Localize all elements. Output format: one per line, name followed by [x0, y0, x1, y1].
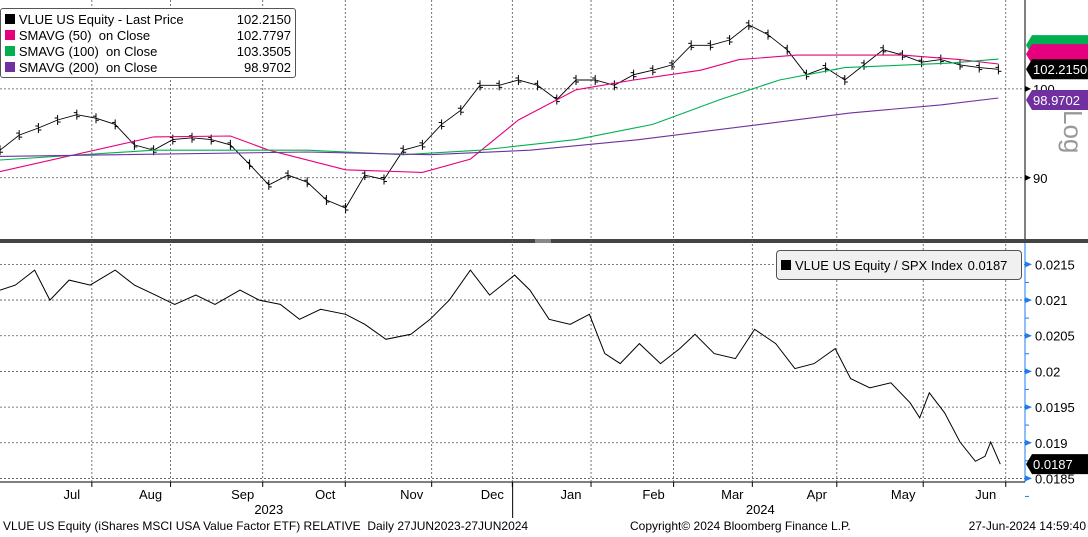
y-tick-label: 0.021 [1035, 293, 1068, 308]
tick-arrow [1025, 261, 1032, 268]
y-tick-label: 0.0185 [1035, 471, 1075, 486]
legend-item-sma50[interactable]: SMAVG (50) on Close 102.7797 [1, 27, 295, 43]
tick-arrow [1025, 439, 1032, 446]
x-month-label: Jul [64, 487, 81, 502]
x-month-label: Jan [561, 487, 582, 502]
y-tick-label: 0.0215 [1035, 257, 1075, 272]
tick-arrow [1025, 368, 1032, 375]
legend-value: 102.2150 [236, 11, 291, 27]
legend-item-price[interactable]: VLUE US Equity - Last Price 102.2150 [1, 11, 295, 27]
tick-arrow [1025, 174, 1031, 181]
x-month-label: Apr [807, 487, 828, 502]
legend-label: SMAVG (100) on Close [18, 43, 158, 59]
series-line-3 [0, 97, 999, 157]
bottom-legend: VLUE US Equity / SPX Index 0.0187 [776, 250, 1022, 280]
legend-item-sma100[interactable]: SMAVG (100) on Close 103.3505 [1, 43, 295, 59]
legend-value: 98.9702 [244, 59, 291, 75]
footer-timestamp: 27-Jun-2024 14:59:40 [968, 519, 1086, 533]
x-month-label: Feb [642, 487, 664, 502]
ratio-line [0, 269, 1001, 465]
log-scale-label: Log [1058, 110, 1088, 153]
legend-swatch [5, 46, 15, 56]
x-year-label: 2024 [746, 502, 775, 517]
legend-item-ratio[interactable]: VLUE US Equity / SPX Index 0.0187 [777, 251, 1021, 279]
legend-label: SMAVG (200) on Close [18, 59, 158, 75]
legend-item-sma200[interactable]: SMAVG (200) on Close 98.9702 [1, 59, 295, 75]
legend-value: 103.3505 [236, 43, 291, 59]
x-month-label: Oct [315, 487, 336, 502]
y-tick-label: 0.02 [1035, 364, 1060, 379]
ratio-tag-text: 0.0187 [1033, 457, 1073, 472]
sma200-tag [1026, 90, 1088, 111]
tick-arrow [1025, 85, 1031, 92]
tick-arrow [1025, 404, 1032, 411]
x-month-label: Mar [721, 487, 744, 502]
x-month-label: May [891, 487, 916, 502]
x-month-label: Dec [481, 487, 505, 502]
legend-label: SMAVG (50) on Close [18, 27, 151, 43]
top-legend: VLUE US Equity - Last Price 102.2150 SMAV… [0, 8, 296, 78]
legend-swatch [781, 260, 791, 270]
sma50-tag [1026, 44, 1088, 65]
panel-resize-handle [535, 239, 551, 243]
legend-value: 0.0187 [967, 257, 1008, 273]
series-line-1 [0, 54, 999, 173]
x-month-label: Sep [231, 487, 254, 502]
x-month-label: Jun [975, 487, 996, 502]
legend-label: VLUE US Equity / SPX Index [795, 257, 963, 273]
price-tag [1026, 59, 1088, 80]
price-tag-text: 102.2150 [1033, 62, 1087, 77]
legend-value: 102.7797 [236, 27, 291, 43]
y-tick-label: 0.0205 [1035, 329, 1075, 344]
tick-arrow [1025, 332, 1032, 339]
footer-copyright: Copyright© 2024 Bloomberg Finance L.P. [630, 519, 851, 533]
tick-arrow [1025, 297, 1032, 304]
legend-swatch [5, 30, 15, 40]
ratio-tag [1026, 454, 1088, 475]
sma200-tag-text: 98.9702 [1033, 93, 1080, 108]
legend-label: VLUE US Equity - Last Price [18, 11, 184, 27]
tick-arrow [1025, 475, 1032, 482]
x-month-label: Nov [400, 487, 424, 502]
x-year-label: 2023 [254, 502, 283, 517]
legend-swatch [5, 14, 15, 24]
footer-security-info: VLUE US Equity (iShares MSCI USA Value F… [3, 519, 529, 533]
y-tick-label: 0.0195 [1035, 400, 1075, 415]
legend-swatch [5, 62, 15, 72]
y-tick-label: 90 [1033, 171, 1047, 186]
series-line-2 [0, 58, 999, 161]
x-month-label: Aug [139, 487, 162, 502]
y-tick-label: 0.019 [1035, 436, 1068, 451]
